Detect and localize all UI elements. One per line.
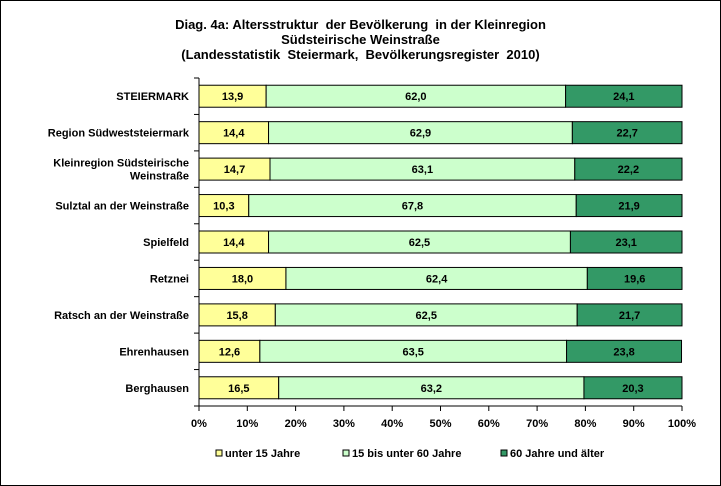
bar-segment (574, 157, 683, 181)
data-label: 62,4 (426, 273, 448, 285)
x-tick-label: 30% (333, 418, 355, 430)
data-label: 21,9 (618, 201, 639, 213)
category-label: Sulztal an der Weinstraße (55, 201, 189, 213)
data-label: 23,8 (613, 346, 634, 358)
data-label: 62,0 (405, 91, 426, 103)
data-label: 67,8 (402, 201, 423, 213)
chart-title-line-3: (Landesstatistik Steiermark, Bevölkerung… (181, 47, 540, 62)
category-label: Weinstraße (130, 171, 189, 183)
chart-title-line-2: Südsteirische Weinstraße (281, 32, 440, 47)
data-label: 62,5 (416, 310, 437, 322)
category-label: STEIERMARK (116, 91, 189, 103)
x-tick-label: 90% (623, 418, 645, 430)
category-label: Berghausen (125, 383, 189, 395)
data-label: 20,3 (622, 383, 643, 395)
category-label: Spielfeld (143, 237, 189, 249)
bar-segment (569, 230, 683, 254)
legend-swatch (500, 449, 508, 457)
x-tick-label: 50% (429, 418, 451, 430)
x-tick-label: 60% (478, 418, 500, 430)
data-label: 14,7 (224, 164, 245, 176)
bar-segment (586, 266, 683, 290)
data-label: 22,7 (616, 128, 637, 140)
data-label: 21,7 (619, 310, 640, 322)
data-label: 15,8 (226, 310, 247, 322)
x-tick-label: 100% (668, 418, 696, 430)
data-label: 18,0 (232, 273, 253, 285)
category-label: Kleinregion Südsteirische (53, 158, 189, 170)
bar-segment (566, 339, 683, 363)
category-label: Ehrenhausen (119, 346, 189, 358)
bar-segment (565, 84, 683, 108)
legend-swatch (215, 449, 223, 457)
data-label: 63,5 (402, 346, 423, 358)
data-label: 19,6 (624, 273, 645, 285)
data-label: 13,9 (222, 91, 243, 103)
data-label: 16,5 (228, 383, 249, 395)
bar-segment (575, 194, 683, 218)
legend-label: 60 Jahre und älter (510, 448, 605, 460)
chart-title-line-1: Diag. 4a: Altersstruktur der Bevölkerung… (175, 17, 546, 32)
data-label: 24,1 (613, 91, 634, 103)
data-label: 62,5 (409, 237, 430, 249)
data-label: 12,6 (219, 346, 240, 358)
bar-segment (576, 303, 683, 327)
x-tick-label: 20% (285, 418, 307, 430)
data-label: 14,4 (223, 128, 245, 140)
bar-segment (571, 121, 683, 145)
category-label: Region Südweststeiermark (48, 128, 190, 140)
category-label: Ratsch an der Weinstraße (54, 310, 189, 322)
x-tick-label: 10% (236, 418, 258, 430)
data-label: 23,1 (616, 237, 637, 249)
data-label: 10,3 (213, 201, 234, 213)
x-tick-label: 0% (191, 418, 207, 430)
legend-label: 15 bis unter 60 Jahre (352, 448, 461, 460)
legend-label: unter 15 Jahre (225, 448, 300, 460)
x-tick-label: 80% (574, 418, 596, 430)
data-label: 62,9 (410, 128, 431, 140)
legend-swatch (342, 449, 350, 457)
data-label: 63,2 (421, 383, 442, 395)
data-label: 63,1 (412, 164, 433, 176)
x-tick-label: 40% (381, 418, 403, 430)
data-label: 22,2 (618, 164, 639, 176)
x-tick-label: 70% (526, 418, 548, 430)
chart-title: Diag. 4a: Altersstruktur der Bevölkerung… (0, 17, 721, 62)
category-label: Retznei (150, 273, 189, 285)
bar-segment (583, 376, 683, 400)
data-label: 14,4 (223, 237, 245, 249)
